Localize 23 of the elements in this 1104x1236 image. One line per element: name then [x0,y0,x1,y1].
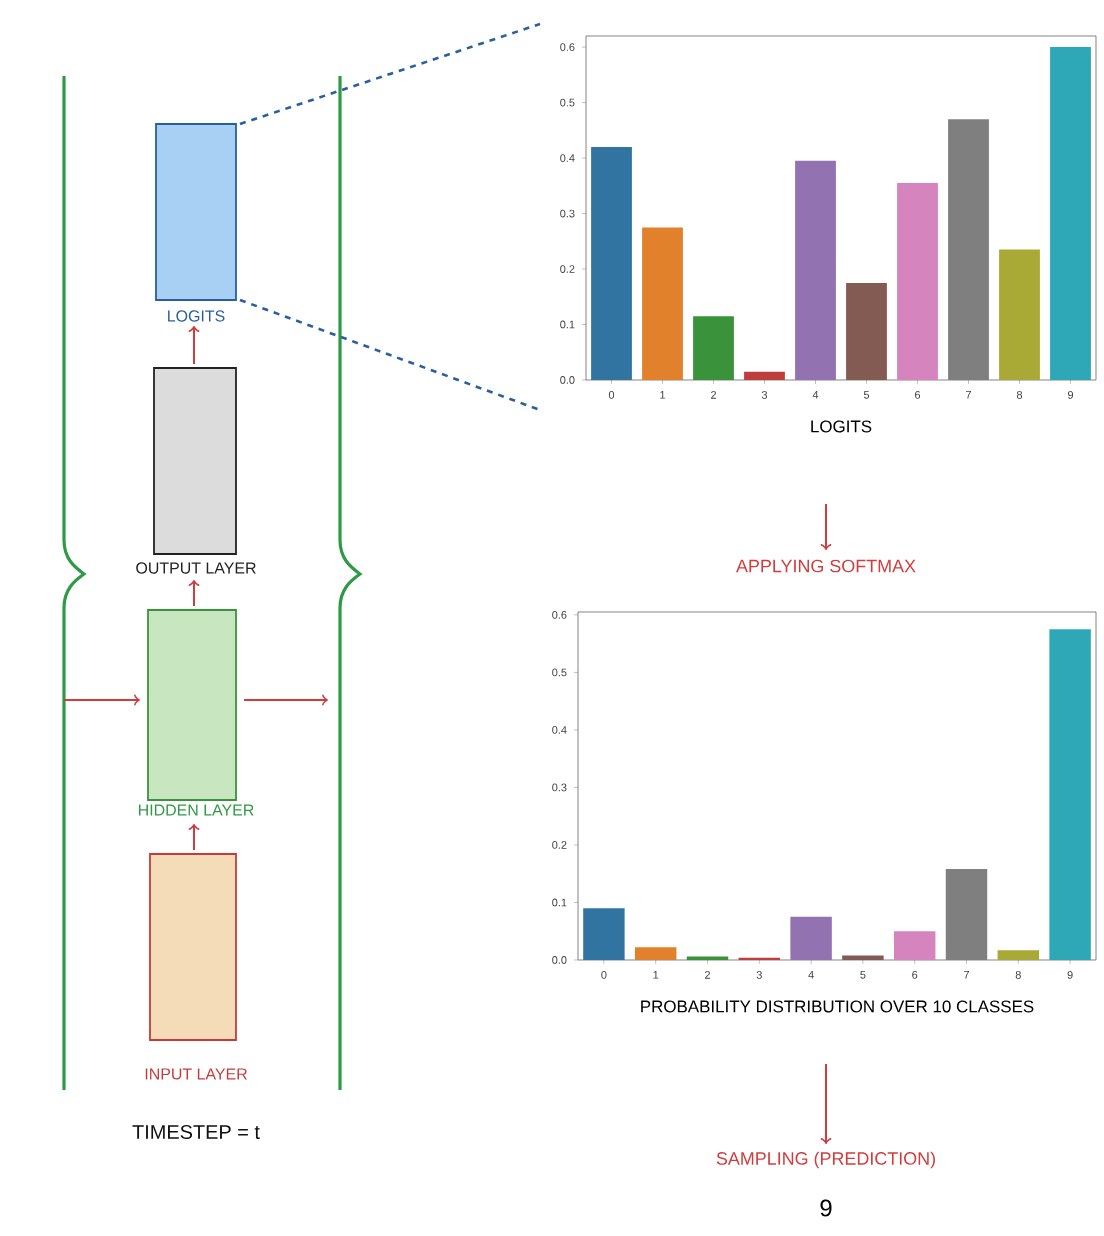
bar [790,916,832,960]
x-axis-title: LOGITS [811,420,872,433]
bar [999,249,1040,380]
bar [948,119,989,380]
bar [846,282,887,380]
bar [897,183,938,380]
bar [744,371,785,380]
bar [693,316,734,380]
text: 9 [820,1199,832,1217]
bar [634,947,677,960]
x-axis-title: PROBABILITY DISTRIBUTION OVER 10 CLASSES [641,1000,1034,1013]
bar [1049,629,1091,960]
bar [583,908,625,960]
bar [893,931,936,960]
bar [642,227,683,380]
text: APPLYING SOFTMAX [736,559,916,573]
bar [945,869,988,960]
bar [795,160,836,380]
bar [591,146,632,380]
text: SAMPLING (PREDICTION) [716,1151,935,1169]
bar [1050,47,1091,380]
bar [997,950,1040,960]
text: TIMESTEP = t [132,1124,260,1140]
